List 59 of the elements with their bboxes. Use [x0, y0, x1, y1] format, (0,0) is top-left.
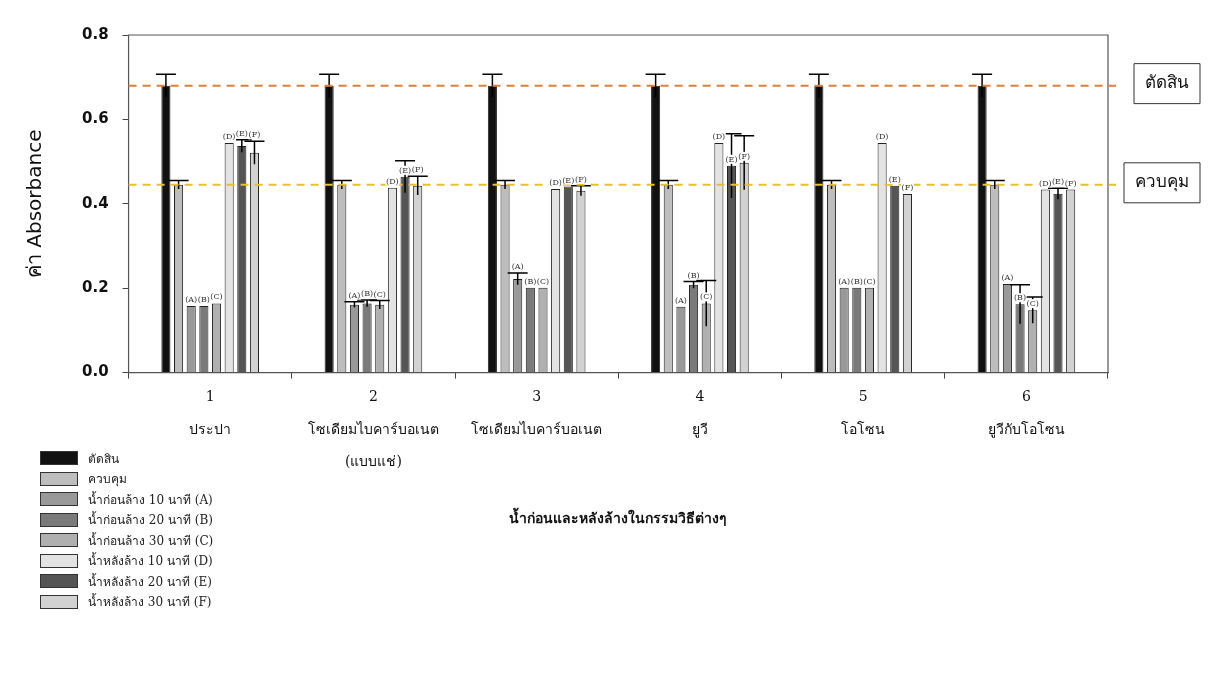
data-label: (C) — [863, 276, 876, 286]
legend-label: น้ำหลังล้าง 30 นาที (F) — [88, 592, 212, 612]
data-label: (E) — [725, 154, 738, 164]
data-label: (B) — [687, 270, 700, 280]
data-label: (D) — [222, 132, 236, 142]
y-tick-label: 0.2 — [81, 278, 109, 297]
y-tick-label: 0.6 — [81, 109, 109, 128]
data-label: (F) — [1064, 178, 1077, 188]
x-tick-label: 6 ยูวีกับโอโซน — [987, 388, 1065, 438]
data-label: (D) — [549, 178, 562, 188]
data-label: (C) — [700, 292, 713, 302]
data-label: (F) — [901, 183, 914, 193]
x-tick-label: 3 โซเดียมไบคาร์บอเนต — [471, 388, 603, 437]
legend-label: น้ำหลังล้าง 10 นาที (D) — [88, 551, 213, 571]
data-label: (F) — [411, 165, 424, 175]
data-label: (E) — [1051, 177, 1065, 187]
ref-line-label: ตัดสิน — [1145, 72, 1189, 93]
x-tick-label: 5 โอโซน — [841, 388, 886, 437]
data-label: (A) — [511, 262, 524, 272]
data-label: (C) — [536, 276, 550, 286]
legend-label: น้ำหลังล้าง 20 นาที (E) — [88, 572, 212, 591]
data-label: (E) — [235, 128, 248, 138]
data-label: (A) — [185, 295, 198, 304]
data-label: (D) — [386, 176, 399, 186]
legend-label: ตัดสิน — [88, 450, 119, 468]
legend-label: ควบคุม — [88, 471, 127, 489]
data-label: (D) — [1039, 178, 1052, 188]
data-label: (C) — [1026, 299, 1039, 309]
data-label: (A) — [1001, 273, 1014, 283]
data-label: (B) — [1013, 293, 1027, 303]
y-axis-title: ค่า Absorbance — [22, 129, 47, 279]
data-label: (A) — [674, 295, 687, 305]
data-label: (D) — [712, 132, 726, 142]
data-label: (F) — [738, 151, 751, 161]
ref-line-label: ควบคุม — [1135, 171, 1189, 193]
data-label: (A) — [348, 290, 361, 300]
data-label: (B) — [850, 276, 863, 286]
data-label: (B) — [361, 289, 374, 299]
data-label: (E) — [888, 174, 901, 184]
x-tick-label: 4 ยูวี — [691, 388, 708, 438]
data-label: (D) — [875, 132, 889, 142]
data-label: (C) — [210, 292, 223, 302]
x-tick-label: 1 ประปา — [189, 388, 232, 437]
x-axis-title: น้ำก่อนและหลังล้างในกรรมวิธีต่างๆ — [509, 507, 728, 527]
data-label: (B) — [524, 276, 537, 286]
x-tick-label: 2 โซเดียมไบคาร์บอเนต (แบบแช่) — [307, 388, 439, 469]
y-tick-label: 0.4 — [81, 193, 109, 212]
data-label: (E) — [562, 175, 575, 185]
data-label: (A) — [838, 276, 851, 286]
data-label: (B) — [197, 295, 210, 304]
legend-label: น้ำก่อนล้าง 30 นาที (C) — [88, 531, 214, 550]
data-label: (C) — [373, 289, 386, 299]
legend-label: น้ำก่อนล้าง 20 นาที (B) — [88, 510, 213, 530]
data-label: (F) — [248, 130, 261, 140]
y-tick-label: 0.8 — [81, 24, 109, 43]
legend-label: น้ำก่อนล้าง 10 นาที (A) — [88, 490, 213, 509]
data-label: (E) — [399, 165, 412, 175]
data-label: (F) — [575, 174, 587, 184]
y-tick-label: 0.0 — [81, 362, 109, 381]
